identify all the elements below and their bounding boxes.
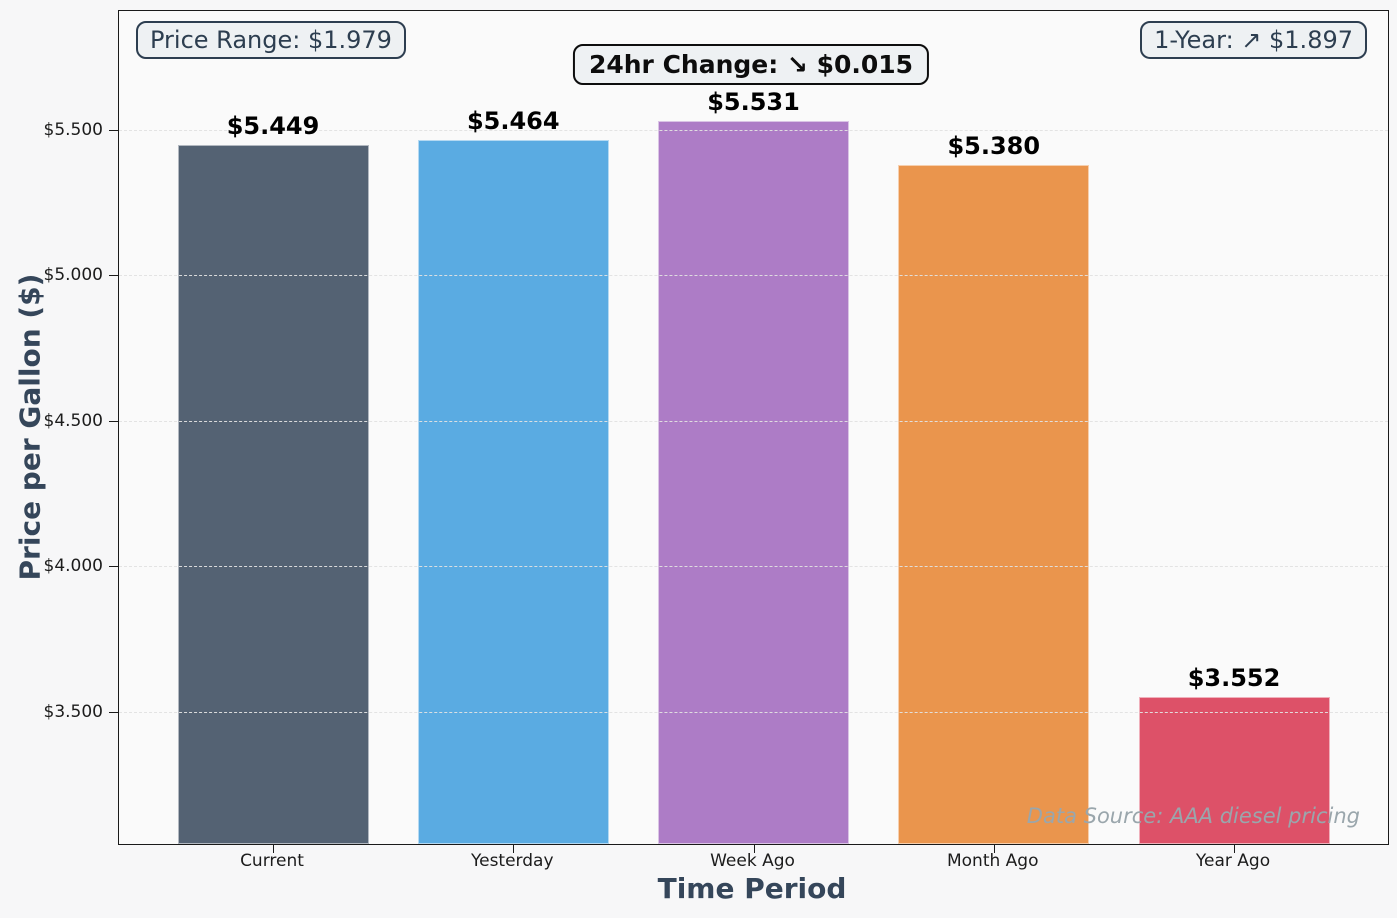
x-tick-label: Current [240,851,304,871]
x-tick-label: Week Ago [710,851,795,871]
x-tick-mark [753,844,755,853]
y-gridline [119,130,1388,131]
y-tick-label: $5.000 [43,265,103,286]
x-tick-label: Year Ago [1195,851,1271,871]
y-tick-mark [109,275,118,277]
bar-month-ago [898,164,1090,844]
y-tick-label: $3.500 [43,701,103,722]
y-tick-mark [109,711,118,713]
x-tick-mark [273,844,274,853]
bar-value-label: $5.464 [466,107,560,136]
x-tick-mark [1234,844,1235,853]
x-tick-mark [513,844,515,853]
y-tick-label: $4.000 [43,556,103,577]
bar-value-label: $5.531 [707,87,800,116]
x-tick-mark [993,844,995,853]
y-gridline [119,275,1388,277]
bar-value-label: $3.552 [1187,663,1281,692]
y-gridline [119,711,1388,713]
x-tick-label: Month Ago [946,851,1039,871]
change-24hr-annotation: 24hr Change: ↘ $0.015 [572,44,930,85]
bar-value-label: $5.449 [226,111,320,140]
y-tick-mark [109,566,118,568]
bar-year-ago [1138,696,1330,844]
y-tick-label: $4.500 [43,410,103,431]
bar-week-ago [658,120,849,844]
price-range-annotation: Price Range: $1.979 [136,21,406,59]
bar-yesterday [417,140,609,844]
y-gridline [119,420,1388,422]
bar-value-label: $5.380 [947,131,1041,160]
one-year-annotation: 1-Year: ↗ $1.897 [1140,21,1367,59]
y-tick-mark [109,420,118,422]
y-tick-mark [109,130,118,131]
plot-area: $5.449 $5.464 $5.531 $5.380 $3.552 $5.500 $5.0… [44,10,1389,853]
bar-current [177,144,369,844]
y-tick-label: $5.500 [43,120,103,140]
y-gridline [119,566,1388,568]
data-source-watermark: Data Source: AAA diesel pricing [1026,804,1360,828]
x-axis-title: Time Period [657,872,847,905]
x-tick-label: Yesterday [470,851,554,871]
